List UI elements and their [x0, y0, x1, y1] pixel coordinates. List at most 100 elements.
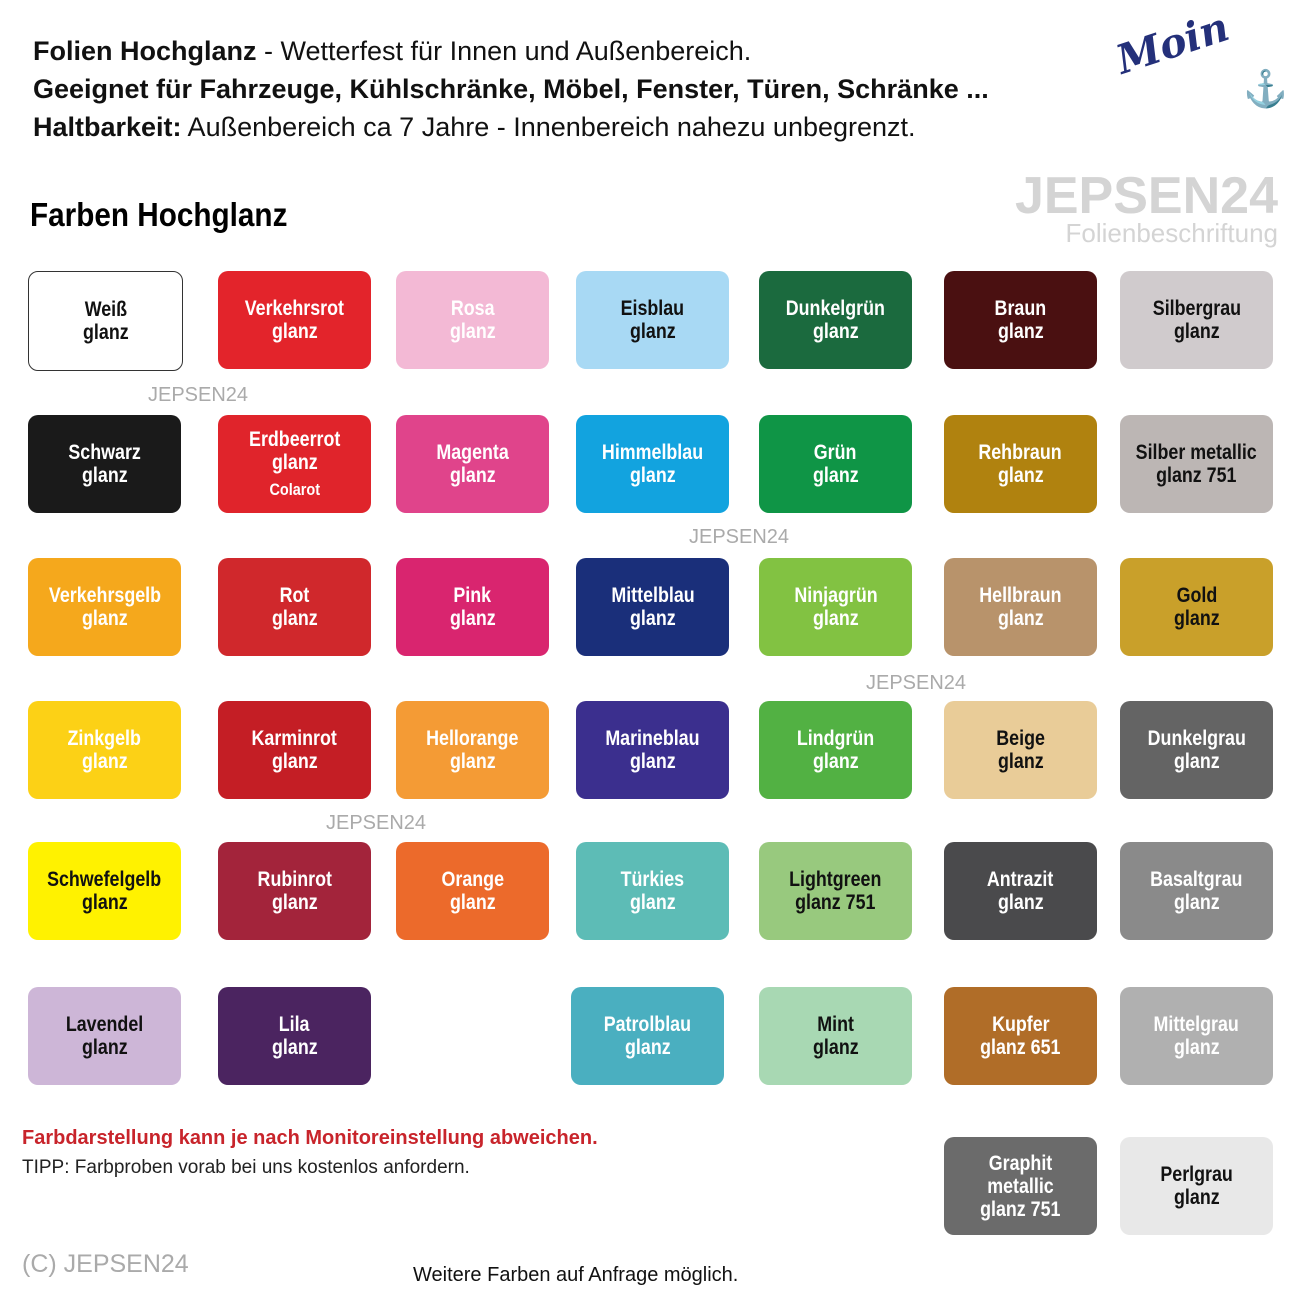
header-line-2: Geeignet für Fahrzeuge, Kühlschränke, Mö… [33, 74, 989, 104]
swatch-silber-metallic: Silber metallic glanz 751 [1120, 415, 1273, 513]
swatch-label: glanz [449, 891, 496, 914]
swatch-label: Mittelgrau [1153, 1013, 1240, 1036]
swatch-label: glanz [271, 450, 318, 474]
copyright: (C) JEPSEN24 [22, 1250, 189, 1278]
swatch-label: Silber metallic [1135, 441, 1258, 464]
swatch-label: glanz [1173, 320, 1220, 343]
swatch-karminrot: Karminrot glanz [218, 701, 371, 799]
swatch-mittelgrau: Mittelgrau glanz [1120, 987, 1273, 1085]
swatch-label: glanz [629, 607, 676, 630]
swatch-lila: Lila glanz [218, 987, 371, 1085]
swatch-label: Schwefelgelb [47, 868, 162, 891]
swatch-label: Patrolblau [603, 1013, 692, 1036]
swatch-label: Dunkelgrau [1147, 727, 1246, 750]
swatch-label: glanz [624, 1036, 671, 1059]
swatch-silbergrau: Silbergrau glanz [1120, 271, 1273, 369]
swatch-patrolblau: Patrolblau glanz [571, 987, 724, 1085]
swatch-label: Marineblau [605, 727, 700, 750]
swatch-label: glanz [271, 891, 318, 914]
swatch-label: Lightgreen [789, 868, 882, 891]
swatch-label: Himmelblau [601, 441, 704, 464]
swatch-label: Antrazit [987, 868, 1054, 891]
swatch-label: glanz 751 [795, 891, 876, 914]
swatch-label: Grün [814, 441, 857, 464]
swatch-label: glanz [449, 464, 496, 487]
footer-note: Weitere Farben auf Anfrage möglich. [413, 1264, 739, 1286]
swatch-lindgr-n: Lindgrün glanz [759, 701, 912, 799]
swatch-label: glanz [997, 464, 1044, 487]
swatch-erdbeerrot: Erdbeerrot glanz Colarot [218, 415, 371, 513]
swatch-label: glanz [1173, 607, 1220, 630]
swatch-label: Mint [817, 1013, 854, 1036]
swatch-label: glanz [629, 464, 676, 487]
swatch-pink: Pink glanz [396, 558, 549, 656]
swatch-t-rkies: Türkies glanz [576, 842, 729, 940]
swatch-label: Türkies [620, 868, 685, 891]
swatch-label: Karminrot [251, 727, 338, 750]
brand-logo: JEPSEN24 Folienbeschriftung [1014, 167, 1278, 248]
swatch-label: Beige [996, 727, 1045, 750]
swatch-label: Gold [1176, 584, 1217, 607]
swatch-label: Hellbraun [979, 584, 1062, 607]
swatch-label: Mittelblau [610, 584, 695, 607]
swatch-antrazit: Antrazit glanz [944, 842, 1097, 940]
swatch-dunkelgrau: Dunkelgrau glanz [1120, 701, 1273, 799]
swatch-label: glanz 751 [1156, 464, 1237, 487]
swatch-label: Hellorange [426, 727, 519, 750]
swatch-verkehrsgelb: Verkehrsgelb glanz [28, 558, 181, 656]
swatch-beige: Beige glanz [944, 701, 1097, 799]
swatch-label: glanz [812, 1036, 859, 1059]
swatch-label: glanz [629, 750, 676, 773]
swatch-label: Dunkelgrün [785, 297, 886, 320]
swatch-label: Colarot [269, 479, 320, 499]
swatch-lavendel: Lavendel glanz [28, 987, 181, 1085]
swatch-mint: Mint glanz [759, 987, 912, 1085]
swatch-label: glanz [997, 891, 1044, 914]
swatch-label: glanz 751 [980, 1197, 1061, 1221]
swatch-label: Braun [994, 297, 1047, 320]
swatch-label: glanz [997, 320, 1044, 343]
swatch-schwefelgelb: Schwefelgelb glanz [28, 842, 181, 940]
swatch-label: glanz [1173, 1186, 1220, 1209]
swatch-rubinrot: Rubinrot glanz [218, 842, 371, 940]
header-line-3: Haltbarkeit: Außenbereich ca 7 Jahre - I… [33, 112, 916, 142]
swatch-label: Lavendel [65, 1013, 144, 1036]
swatch-orange: Orange glanz [396, 842, 549, 940]
swatch-label: glanz [1173, 750, 1220, 773]
swatch-label: glanz [271, 750, 318, 773]
swatch-label: Lindgrün [796, 727, 875, 750]
swatch-label: Zinkgelb [67, 727, 142, 750]
swatch-label: glanz [81, 750, 128, 773]
swatch-dunkelgr-n: Dunkelgrün glanz [759, 271, 912, 369]
swatch-label: Rot [279, 584, 310, 607]
swatch-label: Rosa [450, 297, 495, 320]
swatch-label: glanz [81, 464, 128, 487]
swatch-verkehrsrot: Verkehrsrot glanz [218, 271, 371, 369]
swatch-label: Rubinrot [257, 868, 332, 891]
swatch-hellorange: Hellorange glanz [396, 701, 549, 799]
swatch-label: Pink [453, 584, 492, 607]
swatch-label: glanz [271, 1036, 318, 1059]
swatch-label: glanz [629, 320, 676, 343]
swatch-gr-n: Grün glanz [759, 415, 912, 513]
swatch-hellbraun: Hellbraun glanz [944, 558, 1097, 656]
anchor-icon: ⚓ [1243, 68, 1288, 109]
swatch-label: Ninjagrün [793, 584, 878, 607]
swatch-label: Graphit metallic [987, 1151, 1054, 1198]
swatch-label: glanz [812, 464, 859, 487]
moin-logo: Moin [1110, 3, 1235, 84]
swatch-label: Kupfer [991, 1013, 1050, 1036]
swatch-zinkgelb: Zinkgelb glanz [28, 701, 181, 799]
watermark: JEPSEN24 [148, 384, 249, 406]
swatch-label: Lila [279, 1013, 310, 1036]
swatch-perlgrau: Perlgrau glanz [1120, 1137, 1273, 1235]
swatch-label: Perlgrau [1160, 1163, 1233, 1186]
swatch-label: glanz [1173, 891, 1220, 914]
swatch-mittelblau: Mittelblau glanz [576, 558, 729, 656]
swatch-magenta: Magenta glanz [396, 415, 549, 513]
swatch-label: glanz [997, 750, 1044, 773]
swatch-marineblau: Marineblau glanz [576, 701, 729, 799]
color-disclaimer: Farbdarstellung kann je nach Monitoreins… [22, 1127, 598, 1149]
swatch-label: glanz [449, 750, 496, 773]
